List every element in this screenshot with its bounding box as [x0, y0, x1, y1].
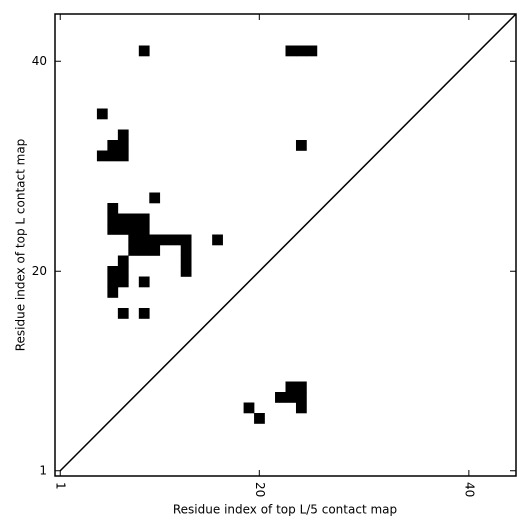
contact-cell [96, 108, 108, 120]
contact-cell [275, 392, 286, 403]
contact-cell [117, 213, 129, 225]
y-axis-label: Residue index of top L contact map [14, 139, 28, 352]
contact-cell [180, 266, 192, 277]
contact-cell [138, 245, 150, 256]
contact-cell [107, 287, 119, 298]
contact-cell [306, 45, 318, 57]
contact-cell [128, 245, 140, 256]
contact-cell [149, 234, 161, 246]
contact-cell [138, 276, 150, 288]
contact-cell [295, 402, 307, 414]
contact-cell [107, 213, 119, 225]
contact-cell [138, 45, 150, 57]
x-tick-label: 40 [462, 482, 476, 497]
contact-cell [117, 150, 129, 162]
contact-cell [117, 255, 129, 267]
contact-cell [107, 140, 119, 151]
contact-cell [254, 413, 265, 424]
contact-cell [180, 234, 192, 246]
plot-frame [54, 13, 517, 477]
contact-cell [138, 234, 150, 246]
contact-cell [107, 224, 119, 235]
y-tick-label: 40 [32, 54, 47, 68]
x-axis-label: Residue index of top L/5 contact map [173, 503, 397, 517]
contact-cell [117, 276, 129, 288]
contact-cell [243, 402, 255, 414]
contact-cell [295, 140, 307, 151]
contact-cell [285, 45, 297, 57]
contact-cell [159, 234, 171, 246]
contact-cell [117, 129, 129, 141]
contact-cell [107, 203, 119, 214]
y-tick-label: 20 [32, 264, 47, 278]
contact-cell [285, 392, 297, 403]
x-tick-label: 20 [253, 482, 267, 497]
contact-cell [128, 234, 140, 246]
contact-cell [96, 150, 108, 162]
contact-cell [149, 192, 161, 204]
x-tick-label: 1 [54, 482, 68, 490]
contact-cell [170, 234, 182, 246]
contact-cell [138, 224, 150, 235]
contact-cell [295, 45, 307, 57]
contact-cell [212, 234, 223, 246]
plot-area [59, 14, 516, 472]
contact-cell [107, 150, 119, 162]
contact-cell [107, 276, 119, 288]
contact-cell [138, 308, 150, 319]
contact-cell [180, 255, 192, 267]
contact-cell [295, 392, 307, 403]
contact-cell [295, 381, 307, 393]
diagonal-line [59, 14, 516, 472]
contact-cell [117, 140, 129, 151]
contact-cell [117, 266, 129, 277]
contact-cell [285, 381, 297, 393]
contact-cell [149, 245, 161, 256]
y-tick-label: 1 [39, 463, 47, 477]
contact-cell [138, 213, 150, 225]
contact-cell [128, 213, 140, 225]
contact-cell [117, 224, 129, 235]
contact-cell [107, 266, 119, 277]
contact-cell [128, 224, 140, 235]
contact-cell [117, 308, 129, 319]
contact-cell [180, 245, 192, 256]
